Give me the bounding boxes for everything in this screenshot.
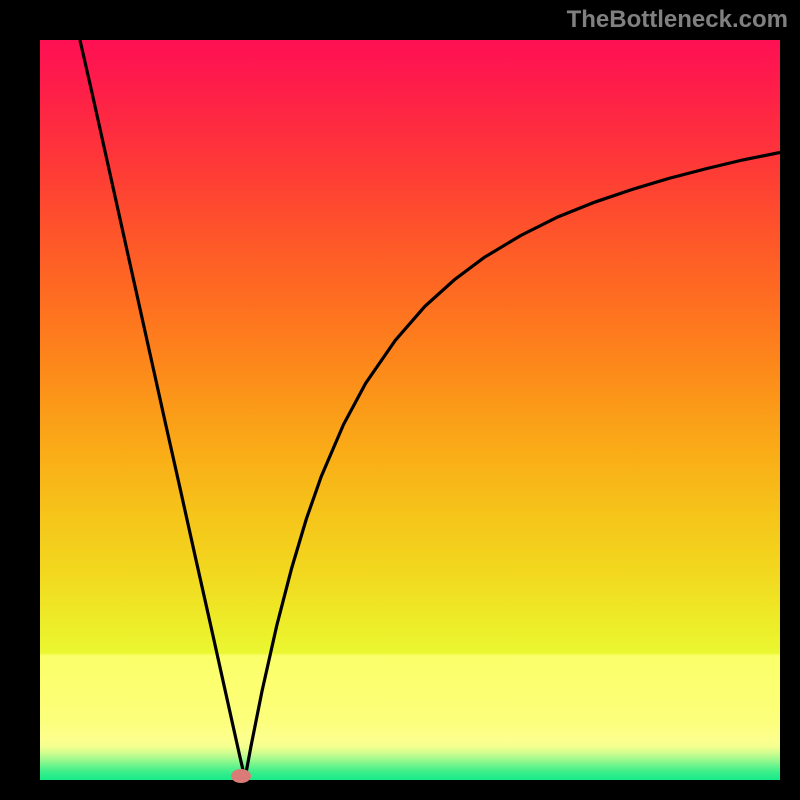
plot-area	[40, 40, 780, 780]
chart-frame: TheBottleneck.com	[0, 0, 800, 800]
curve-path	[80, 40, 780, 779]
bottleneck-curve	[40, 40, 780, 780]
watermark-text: TheBottleneck.com	[567, 6, 788, 34]
minimum-marker	[231, 769, 251, 783]
